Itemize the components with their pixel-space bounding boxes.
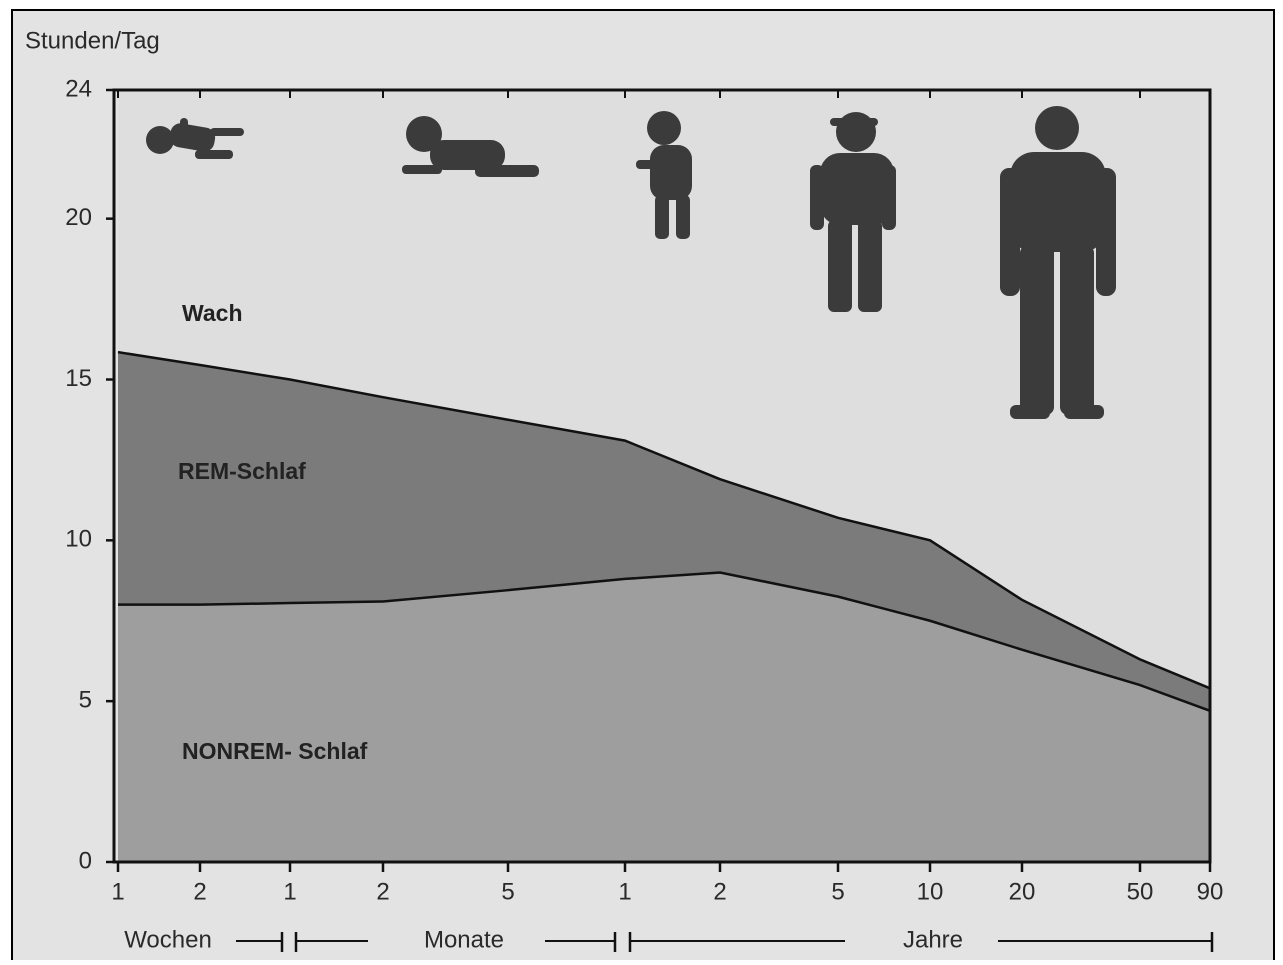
x-tick-label: 2 xyxy=(193,878,206,905)
x-tick-label: 1 xyxy=(618,878,631,905)
x-tick-label: 50 xyxy=(1127,878,1154,905)
x-tick-label: 1 xyxy=(283,878,296,905)
y-tick-label: 10 xyxy=(65,526,92,553)
y-tick-label: 5 xyxy=(79,687,92,714)
x-tick-label: 5 xyxy=(501,878,514,905)
x-tick-label: 90 xyxy=(1197,878,1224,905)
x-group-label: Wochen xyxy=(124,926,212,953)
y-tick-label: 24 xyxy=(65,75,92,102)
x-group-label: Monate xyxy=(424,926,504,953)
area-label: NONREM- Schlaf xyxy=(182,738,368,764)
y-tick-label: 20 xyxy=(65,204,92,231)
x-tick-label: 20 xyxy=(1009,878,1036,905)
x-tick-label: 1 xyxy=(111,878,124,905)
x-tick-label: 2 xyxy=(713,878,726,905)
y-tick-label: 15 xyxy=(65,365,92,392)
x-tick-label: 5 xyxy=(831,878,844,905)
page: Stunden/Tag NONREM- Schlaf REM-Schlaf Wach… xyxy=(0,0,1283,965)
x-tick-label: 2 xyxy=(376,878,389,905)
area-label: Wach xyxy=(182,300,243,326)
x-group-label: Jahre xyxy=(903,926,963,953)
chart: Stunden/Tag NONREM- Schlaf REM-Schlaf Wach… xyxy=(0,0,1283,960)
y-tick-label: 0 xyxy=(79,847,92,874)
y-axis-label: Stunden/Tag xyxy=(25,27,160,54)
area-label: REM-Schlaf xyxy=(178,458,306,484)
x-tick-label: 10 xyxy=(917,878,944,905)
